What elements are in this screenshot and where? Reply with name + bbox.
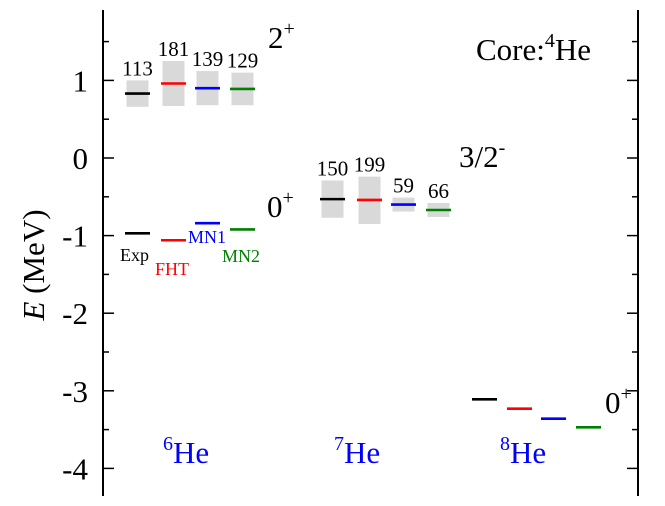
spin-parity-label: 3/2-	[459, 137, 505, 174]
width-label-MN1: 59	[393, 174, 414, 198]
width-label-MN2: 129	[227, 49, 259, 73]
y-axis-label: E (MeV)	[16, 209, 51, 321]
nucleus-label: 8He	[500, 433, 546, 470]
width-label-FHT: 181	[158, 37, 190, 61]
spin-parity-label: 0+	[605, 383, 632, 420]
spin-parity-label: 0+	[267, 187, 294, 224]
spin-parity-label: 2+	[268, 18, 295, 55]
core-annotation: Core:4He	[476, 30, 591, 67]
width-label-MN2: 66	[428, 179, 449, 203]
method-label-MN2: MN2	[222, 246, 260, 266]
width-label-Exp: 150	[317, 157, 349, 181]
axes	[102, 10, 639, 496]
y-tick-label: -4	[62, 451, 88, 486]
energy-levels	[125, 82, 601, 429]
method-label-Exp: Exp	[120, 245, 149, 265]
y-tick-label: 0	[73, 141, 89, 176]
chart-text: 1 0 -1 -2 -3 -4 E (MeV) Core:4He 2+ 0+ 6He 3/2- 7He 0…	[16, 18, 632, 486]
y-tick-label: -2	[62, 296, 88, 331]
width-label-FHT: 199	[354, 153, 386, 177]
nucleus-label: 6He	[163, 433, 209, 470]
method-label-FHT: FHT	[155, 259, 189, 279]
y-tick-label: -1	[62, 219, 88, 254]
nucleus-label: 7He	[334, 433, 380, 470]
width-label-Exp: 113	[122, 56, 153, 80]
method-label-MN1: MN1	[188, 227, 226, 247]
y-tick-label: 1	[73, 63, 89, 98]
y-tick-label: -3	[62, 374, 88, 409]
width-label-MN1: 139	[192, 47, 224, 71]
